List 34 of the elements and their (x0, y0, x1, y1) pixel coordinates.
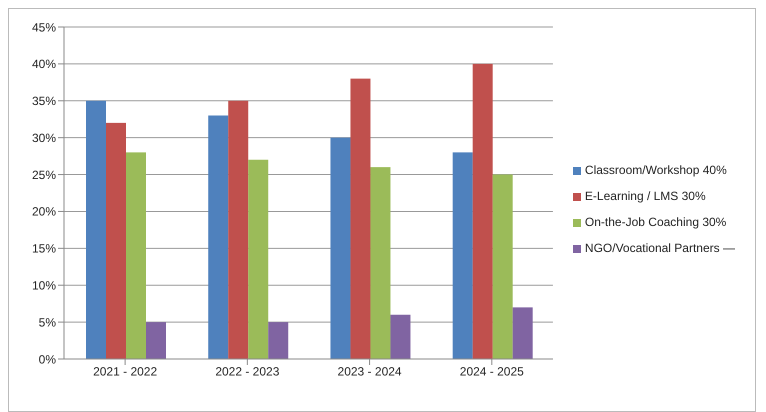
bar (492, 174, 513, 359)
x-tick-label: 2021 - 2022 (93, 364, 158, 379)
y-tick-label: 20% (32, 204, 56, 219)
bar (248, 160, 268, 359)
bar (126, 152, 146, 359)
y-tick-label: 0% (38, 352, 56, 366)
y-tick-label: 5% (38, 315, 56, 330)
y-tick-label: 40% (32, 57, 56, 72)
bar (390, 314, 410, 359)
bar (512, 307, 533, 359)
legend-label: Classroom/Workshop 40% (584, 163, 727, 177)
bar (228, 100, 248, 359)
x-tick-label: 2024 - 2025 (460, 364, 524, 379)
y-tick-label: 10% (32, 278, 56, 292)
y-tick-label: 45% (32, 20, 56, 34)
y-tick-label: 25% (32, 168, 56, 182)
y-tick-label: 30% (32, 130, 56, 145)
bar (208, 116, 228, 359)
y-tick-label: 15% (32, 242, 56, 256)
legend-label: E-Learning / LMS 30% (584, 189, 706, 203)
bar (370, 167, 390, 359)
y-tick-label: 35% (32, 94, 56, 108)
bar (350, 78, 370, 359)
bar (146, 322, 166, 359)
legend-label: NGO/Vocational Partners — (584, 241, 735, 255)
x-tick-label: 2022 - 2023 (215, 364, 280, 379)
bar (268, 322, 288, 359)
bar (452, 152, 473, 359)
bar (472, 64, 493, 359)
legend-label: On-the-Job Coaching 30% (584, 215, 726, 229)
bar (106, 122, 126, 359)
bar (86, 100, 106, 359)
x-tick-label: 2023 - 2024 (338, 364, 402, 379)
bar (330, 138, 350, 359)
